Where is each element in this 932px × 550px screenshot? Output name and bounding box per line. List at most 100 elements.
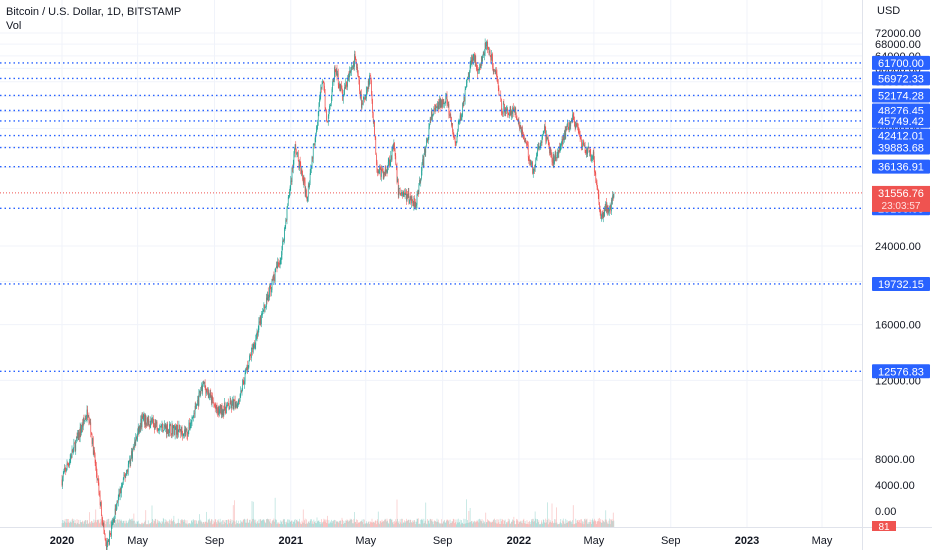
candle-body <box>609 205 611 210</box>
volume-bar <box>449 519 451 527</box>
volume-bar <box>241 522 242 527</box>
volume-bar <box>371 522 372 527</box>
candle-body <box>134 441 135 448</box>
candle-body <box>434 108 436 111</box>
candle-body <box>104 534 106 540</box>
volume-bar <box>308 521 310 527</box>
candle-body <box>366 91 367 99</box>
candle-body <box>471 57 473 65</box>
volume-bar <box>159 521 161 527</box>
candle-body <box>291 180 292 182</box>
volume-bar <box>424 520 426 527</box>
candle-body <box>592 151 594 156</box>
candle-body <box>531 163 532 165</box>
candle-body <box>323 82 325 87</box>
time-axis[interactable]: 2020 May Sep 2021 May Sep 2022 May Sep 2023 May <box>50 535 833 547</box>
candle-body <box>596 182 598 187</box>
candle-body <box>178 424 180 432</box>
candle-body <box>376 161 378 173</box>
volume-bar <box>214 519 216 527</box>
volume-bar <box>199 521 201 527</box>
volume-bar <box>291 520 293 527</box>
volume-bar <box>369 523 370 527</box>
volume-bar <box>437 519 439 527</box>
candle-body <box>451 123 453 125</box>
volume-indicator-label[interactable]: Vol <box>6 20 22 32</box>
candle-body <box>117 496 119 503</box>
candle-body <box>224 402 225 411</box>
volume-bar <box>216 523 218 527</box>
candle-body <box>466 83 467 88</box>
candle-body <box>72 448 74 453</box>
level-label: 42412.01 <box>878 131 924 143</box>
candle-body <box>196 404 198 406</box>
volume-bar <box>104 520 106 527</box>
volume-bar <box>489 521 491 527</box>
candle-body <box>311 168 312 169</box>
candle-body <box>560 145 562 147</box>
candle-body <box>207 391 208 395</box>
volume-bar <box>533 521 535 527</box>
candle-body <box>507 108 508 114</box>
candle-body <box>542 131 544 136</box>
last-price-badge-bg <box>872 185 930 212</box>
volume-bar <box>517 523 519 527</box>
level-label: 39883.68 <box>878 143 924 155</box>
candle-body <box>253 342 255 349</box>
candle-body <box>480 65 482 67</box>
candle-body <box>111 525 112 537</box>
volume-bar <box>109 521 111 527</box>
volume-bar <box>99 522 101 527</box>
candle-body <box>386 169 387 172</box>
candle-body <box>218 406 220 414</box>
volume-bar <box>557 524 558 527</box>
volume-bar <box>224 519 226 527</box>
candle-body <box>266 297 268 301</box>
level-label: 12576.83 <box>878 366 924 378</box>
candle-body <box>575 125 577 128</box>
candle-body <box>369 75 371 77</box>
volume-bar <box>317 520 319 527</box>
candle-body <box>349 70 350 78</box>
volume-bar <box>73 519 75 527</box>
volume-bar <box>544 523 546 527</box>
volume-bar <box>351 518 352 527</box>
volume-bar <box>247 522 249 527</box>
candle-body <box>146 424 147 426</box>
volume-bar <box>534 520 535 527</box>
volume-bar <box>474 522 476 527</box>
candle-body <box>432 114 434 116</box>
candle-body <box>310 168 312 174</box>
volume-bar <box>193 520 195 527</box>
candle-body <box>377 171 379 174</box>
volume-bar <box>410 520 412 527</box>
candle-body <box>96 466 97 473</box>
volume-bar <box>162 517 164 527</box>
candle-body <box>301 169 303 174</box>
candle-body <box>442 99 443 106</box>
candle-body <box>76 436 77 441</box>
volume-bar <box>356 519 357 527</box>
volume-bar <box>347 520 348 527</box>
candle-body <box>609 209 610 212</box>
volume-bar <box>327 523 329 527</box>
candle-body <box>428 126 430 138</box>
candle-body <box>474 54 475 62</box>
candle-body <box>543 130 545 132</box>
candle-body <box>411 196 412 204</box>
candle-body <box>62 477 63 486</box>
volume-bar <box>591 520 593 527</box>
symbol-title[interactable]: Bitcoin / U.S. Dollar, 1D, BITSTAMP <box>6 6 182 18</box>
candle-body <box>312 156 313 159</box>
volume-bar <box>574 524 575 527</box>
volume-bar <box>416 518 418 527</box>
volume-bar <box>236 520 237 527</box>
candle-body <box>337 73 338 76</box>
currency-label[interactable]: USD <box>877 5 901 17</box>
volume-bar <box>340 520 342 527</box>
candle-body <box>245 368 247 373</box>
volume-bar <box>112 524 113 527</box>
candle-body <box>385 169 387 172</box>
volume-bar <box>62 522 64 527</box>
